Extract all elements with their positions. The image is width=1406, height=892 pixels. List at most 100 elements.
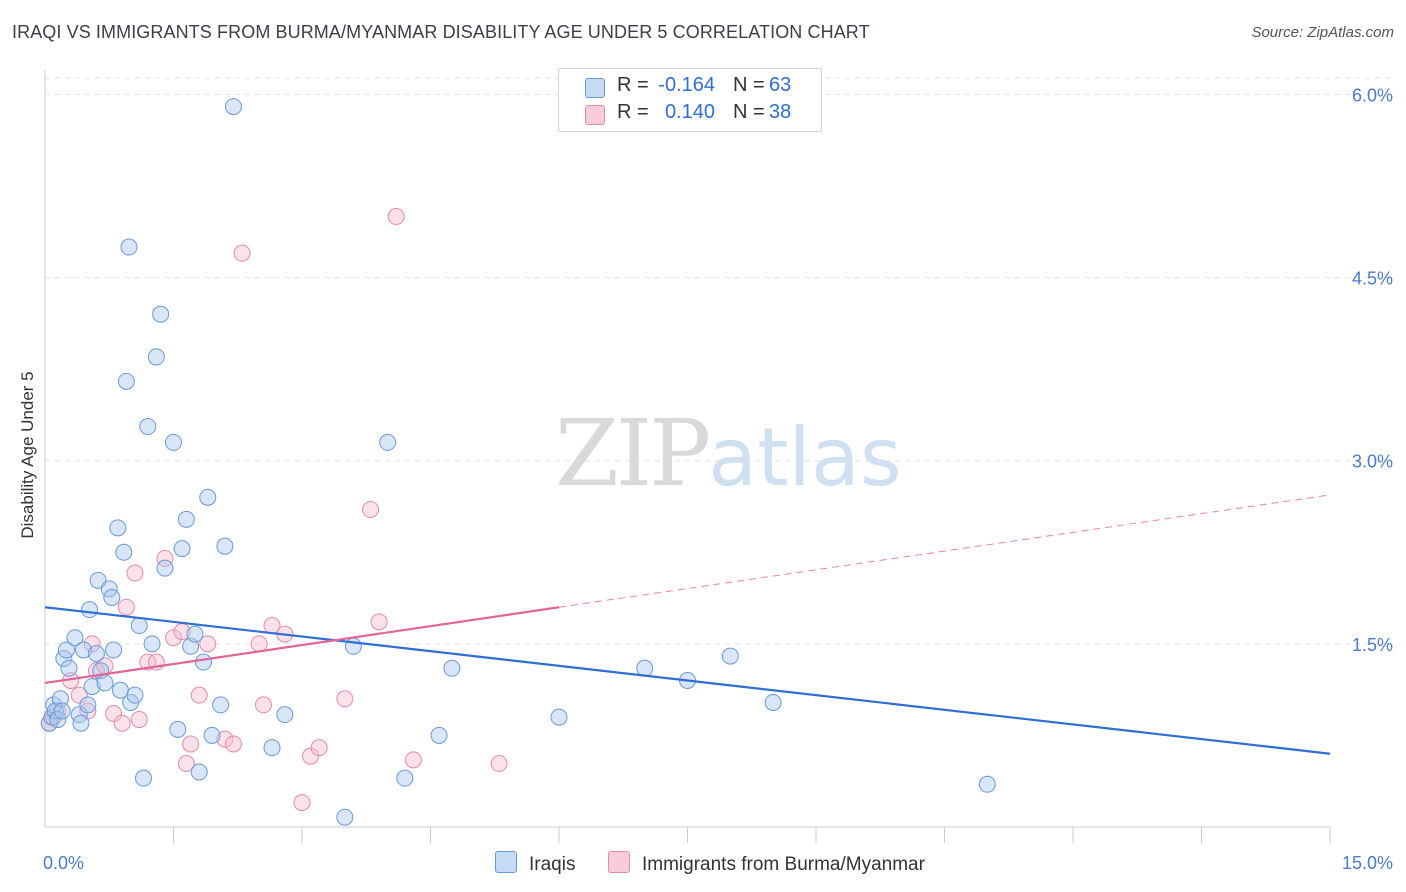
data-point-burma [177, 755, 195, 773]
data-point-iraqis [165, 433, 182, 451]
data-point-burma [293, 794, 311, 812]
data-point-iraqis [430, 726, 448, 744]
bottom-legend-burma: Immigrants from Burma/Myanmar [608, 851, 925, 876]
data-point-iraqis [103, 588, 121, 606]
legend-row-burma: R = 0.140 N = 38 [559, 101, 821, 127]
data-point-iraqis [978, 775, 996, 793]
data-point-iraqis [764, 693, 782, 711]
bottom-legend-label-burma: Immigrants from Burma/Myanmar [642, 854, 925, 875]
data-point-burma [165, 629, 182, 647]
legend-row-iraqis: R = -0.164 N = 63 [559, 74, 821, 100]
data-point-iraqis [550, 708, 568, 726]
data-point-iraqis [60, 659, 78, 677]
x-tick-label-max: 15.0% [1342, 853, 1393, 873]
legend-n-value: 38 [769, 101, 792, 123]
y-tick-label: 6.0% [1352, 85, 1393, 105]
data-point-iraqis [83, 678, 101, 696]
watermark-zip: ZIP [555, 400, 711, 507]
data-point-iraqis [173, 540, 191, 558]
data-point-iraqis [87, 645, 105, 663]
data-point-iraqis [81, 601, 99, 619]
data-point-iraqis [212, 696, 230, 714]
data-point-burma [224, 735, 242, 753]
data-point-iraqis [57, 641, 75, 659]
data-point-iraqis [276, 706, 294, 724]
data-point-burma [70, 686, 88, 704]
data-point-iraqis [130, 617, 148, 635]
data-point-iraqis [105, 641, 123, 659]
data-point-burma [190, 686, 208, 704]
data-point-iraqis [194, 653, 212, 671]
data-point-iraqis [70, 706, 88, 724]
legend-n-value: 63 [769, 74, 792, 96]
correlation-legend: R = -0.164 N = 63 R = 0.140 N = 38 [558, 68, 822, 132]
legend-r-value: -0.164 [658, 74, 715, 96]
data-point-iraqis [336, 808, 354, 826]
bottom-legend-swatch-iraqis [495, 851, 517, 873]
legend-r-label: R = [617, 74, 649, 96]
data-point-iraqis [152, 305, 170, 323]
data-point-burma [113, 714, 131, 732]
legend-r-value: 0.140 [664, 101, 715, 123]
data-point-burma [370, 613, 388, 631]
trendline-iraqis [44, 606, 1331, 755]
trendline-burma-extended [558, 494, 1331, 608]
data-point-burma [126, 564, 144, 582]
data-point-iraqis [263, 739, 281, 757]
data-point-burma [233, 244, 251, 262]
data-point-iraqis [379, 433, 397, 451]
data-point-burma [182, 735, 200, 753]
data-point-iraqis [120, 238, 138, 256]
bottom-legend-iraqis: Iraqis [495, 851, 575, 876]
bottom-legend-label-iraqis: Iraqis [529, 854, 576, 875]
data-point-iraqis [177, 510, 195, 528]
data-point-burma [310, 739, 328, 757]
data-point-burma [216, 730, 234, 748]
data-point-burma [105, 704, 123, 722]
watermark-atlas: atlas [708, 411, 902, 504]
data-point-iraqis [199, 488, 217, 506]
data-point-burma [302, 747, 320, 765]
data-point-iraqis [190, 763, 208, 781]
data-point-burma [336, 690, 354, 708]
data-point-iraqis [203, 726, 221, 744]
data-point-burma [490, 755, 508, 773]
data-point-burma [130, 711, 148, 729]
y-tick-label: 1.5% [1352, 635, 1393, 655]
data-point-burma [83, 635, 101, 653]
x-tick-label-min: 0.0% [43, 853, 84, 873]
data-point-iraqis [51, 690, 69, 708]
legend-r-label: R = [617, 101, 649, 123]
watermark-logo: ZIPatlas [555, 400, 902, 507]
data-point-iraqis [75, 641, 93, 659]
data-point-iraqis [721, 647, 739, 665]
legend-swatch-iraqis [585, 78, 605, 98]
data-point-iraqis [186, 625, 204, 643]
data-point-iraqis [126, 686, 144, 704]
data-point-iraqis [79, 696, 97, 714]
source-credit: Source: ZipAtlas.com [1251, 24, 1394, 41]
data-point-burma [254, 696, 272, 714]
data-point-burma [362, 501, 380, 519]
y-tick-label: 3.0% [1352, 452, 1393, 472]
data-point-burma [156, 549, 174, 567]
trendline-burma [44, 606, 560, 685]
data-point-iraqis [443, 659, 461, 677]
data-point-iraqis [224, 98, 242, 116]
legend-n-label: N = [733, 74, 765, 96]
data-point-iraqis [49, 711, 67, 729]
data-point-iraqis [72, 714, 90, 732]
data-point-iraqis [135, 769, 153, 787]
data-point-burma [199, 635, 217, 653]
data-point-iraqis [66, 629, 84, 647]
data-point-iraqis [396, 769, 414, 787]
data-point-iraqis [53, 702, 71, 720]
legend-swatch-burma [585, 105, 605, 125]
data-point-iraqis [96, 674, 114, 692]
data-point-iraqis [139, 418, 157, 436]
chart-title: IRAQI VS IMMIGRANTS FROM BURMA/MYANMAR D… [12, 22, 870, 42]
data-point-iraqis [143, 635, 161, 653]
data-point-iraqis [156, 559, 174, 577]
legend-n-label: N = [733, 101, 765, 123]
data-point-iraqis [147, 348, 165, 366]
